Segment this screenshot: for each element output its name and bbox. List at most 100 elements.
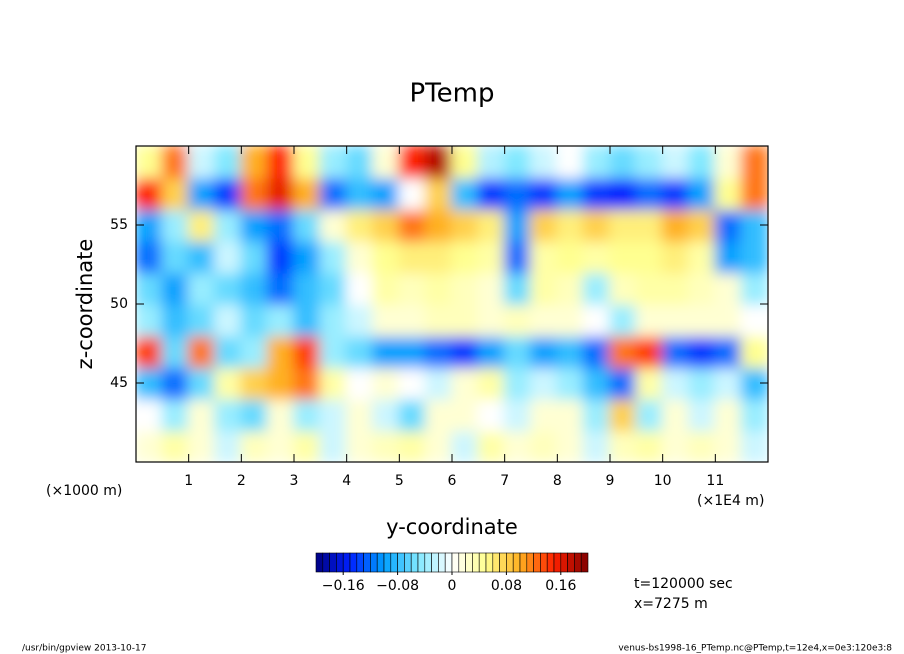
cell	[530, 146, 559, 179]
cell	[293, 397, 322, 432]
cell	[661, 334, 690, 369]
cell	[635, 271, 664, 305]
cell	[503, 303, 532, 337]
cell	[398, 239, 427, 274]
cell	[293, 334, 322, 369]
colorbar-box	[540, 552, 548, 573]
cell	[424, 397, 453, 432]
cell	[266, 334, 295, 369]
cell	[214, 397, 243, 432]
cell	[293, 208, 322, 242]
colorbar-box	[431, 552, 439, 573]
cell	[319, 208, 348, 242]
cell	[609, 239, 638, 274]
cell	[398, 334, 427, 369]
colorbar-tick-label: 0.16	[545, 578, 576, 594]
cell	[503, 208, 532, 242]
cell	[398, 271, 427, 305]
cell	[136, 397, 164, 432]
cell	[609, 208, 638, 242]
x-tick-label: 11	[706, 473, 724, 489]
cell	[372, 303, 401, 337]
colorbar-box	[315, 552, 324, 573]
colorbar-box	[376, 552, 385, 573]
cell	[266, 366, 295, 400]
cell	[345, 366, 374, 400]
cell	[345, 176, 374, 211]
colorbar-box	[465, 552, 473, 573]
cell	[477, 366, 506, 400]
cell	[661, 429, 690, 462]
cell	[161, 334, 190, 369]
cell	[424, 208, 453, 242]
cell	[345, 146, 374, 179]
cell	[582, 146, 611, 179]
cell	[609, 176, 638, 211]
cell	[451, 366, 480, 400]
cell	[345, 208, 374, 242]
cell	[530, 239, 559, 274]
cell	[319, 334, 348, 369]
colorbar-box	[342, 552, 351, 573]
cell	[240, 429, 269, 462]
cell	[556, 303, 585, 337]
x-axis-label: y-coordinate	[386, 515, 518, 539]
cell	[503, 366, 532, 400]
colorbar-box	[370, 552, 378, 573]
colorbar-box	[444, 552, 453, 573]
cell	[319, 271, 348, 305]
cell	[740, 176, 768, 211]
x-tick-label: 2	[237, 473, 246, 489]
cell	[266, 271, 295, 305]
cell	[530, 208, 559, 242]
colorbar-box	[499, 552, 507, 573]
x-tick-label: 5	[395, 473, 404, 489]
cell	[451, 239, 480, 274]
cell	[556, 366, 585, 400]
cell	[635, 397, 664, 432]
cell	[740, 429, 768, 462]
cell	[187, 208, 216, 242]
cell	[740, 303, 768, 337]
cell	[372, 208, 401, 242]
cell	[266, 208, 295, 242]
cell	[240, 176, 269, 211]
cell	[187, 176, 216, 211]
plot-area	[136, 146, 768, 462]
cell	[740, 334, 768, 369]
x-tick-label: 4	[342, 473, 351, 489]
cell	[609, 271, 638, 305]
cell	[582, 239, 611, 274]
cell	[530, 176, 559, 211]
cell	[451, 176, 480, 211]
cell	[136, 146, 164, 179]
cell	[266, 303, 295, 337]
cell	[136, 334, 164, 369]
cell	[477, 271, 506, 305]
cell	[372, 176, 401, 211]
x-tick-label: 8	[553, 473, 562, 489]
colorbar-box	[329, 552, 337, 573]
cell	[319, 366, 348, 400]
cell	[266, 429, 295, 462]
cell	[477, 146, 506, 179]
annotation: t=120000 sec	[634, 576, 733, 592]
cell	[661, 397, 690, 432]
cell	[556, 208, 585, 242]
colorbar-box	[397, 552, 405, 573]
cell	[582, 429, 611, 462]
colorbar-box	[438, 552, 446, 573]
cell	[136, 239, 164, 274]
cell	[424, 239, 453, 274]
cell	[556, 146, 585, 179]
colorbar-box	[410, 552, 419, 573]
cell	[372, 366, 401, 400]
colorbar-tick-label: 0	[448, 578, 457, 594]
cell	[136, 176, 164, 211]
cell	[293, 429, 322, 462]
cell	[582, 397, 611, 432]
cell	[214, 366, 243, 400]
cell	[477, 397, 506, 432]
cell	[503, 146, 532, 179]
cell	[161, 366, 190, 400]
